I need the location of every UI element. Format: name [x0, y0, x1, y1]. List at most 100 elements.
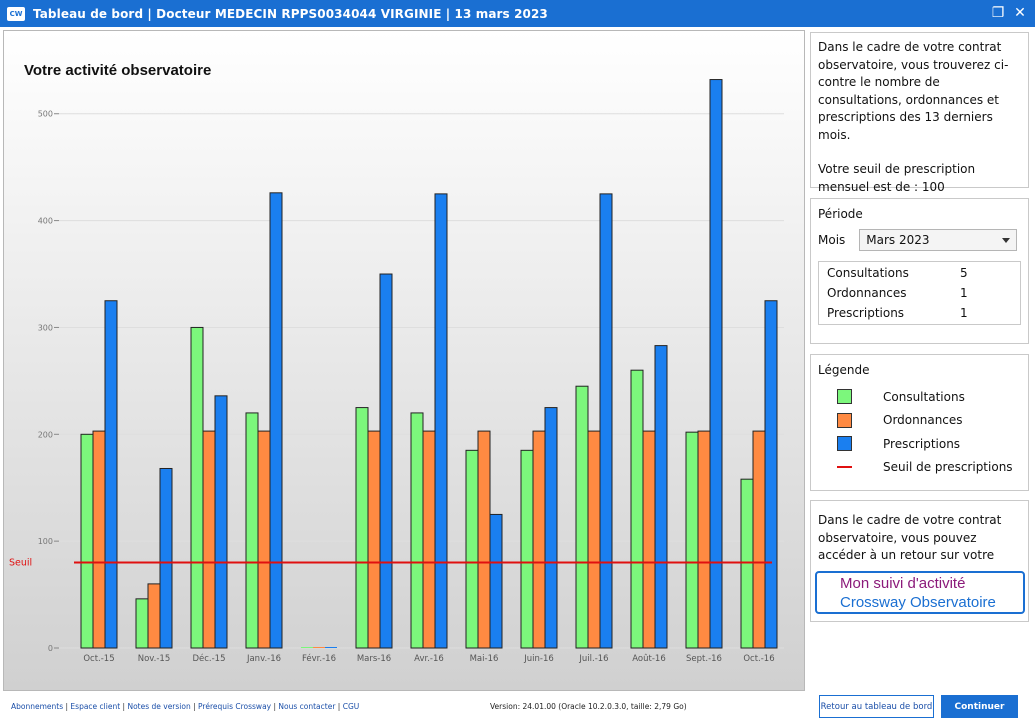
legend-box: Légende Consultations Ordonnances Prescr… — [810, 354, 1029, 491]
footer-separator: | — [190, 702, 199, 711]
app-logo: CW — [7, 6, 25, 21]
count-value: 1 — [960, 306, 968, 320]
bar-prescriptions — [214, 395, 228, 649]
bar-consultations — [740, 478, 754, 649]
window-title: Tableau de bord | Docteur MEDECIN RPPS00… — [33, 6, 548, 21]
x-tick-label: Mars-16 — [357, 654, 391, 664]
seuil-text: Votre seuil de prescription mensuel est … — [818, 162, 976, 194]
bar-ordonnances — [587, 430, 601, 649]
observatoire-link[interactable]: Mon suivi d'activité Crossway Observatoi… — [815, 571, 1025, 614]
footer-link-espace-client[interactable]: Espace client — [70, 702, 121, 711]
count-label: Prescriptions — [827, 306, 905, 320]
footer-separator: | — [120, 702, 128, 711]
legend-label: Consultations — [883, 389, 965, 404]
activity-chart: Votre activité observatoire 0 100 200 300 400… — [9, 62, 784, 664]
retour-tableau-button[interactable]: Retour au tableau de bord — [819, 695, 934, 718]
bar-consultations — [190, 326, 204, 649]
bar-prescriptions — [269, 192, 283, 649]
y-tick-label: 500 — [38, 110, 53, 119]
restore-icon[interactable]: ❐ — [991, 5, 1005, 21]
bar-consultations — [575, 385, 589, 649]
close-icon[interactable]: ✕ — [1014, 5, 1026, 21]
x-tick-label: Avr.-16 — [414, 654, 444, 664]
count-label: Ordonnances — [827, 286, 907, 300]
x-tick-label: Nov.-15 — [138, 654, 171, 664]
x-tick-label: Déc.-15 — [192, 653, 225, 664]
count-label: Consultations — [827, 266, 909, 280]
bar-prescriptions — [434, 193, 448, 649]
mois-select[interactable]: Mars 2023 — [859, 229, 1018, 251]
y-tick-label: 100 — [38, 537, 53, 546]
x-tick-label: Juil.-16 — [578, 654, 608, 664]
footer-link-cgu[interactable]: CGU — [342, 702, 360, 711]
x-tick-label: Mai-16 — [470, 654, 499, 664]
footer-separator: | — [271, 702, 279, 711]
bar-prescriptions — [709, 79, 723, 649]
legend-item-prescriptions: Prescriptions — [818, 432, 1021, 456]
period-title: Période — [818, 207, 863, 221]
count-value: 1 — [960, 286, 968, 300]
x-tick-label: Janv.-16 — [246, 654, 281, 664]
footer-link-notes-version[interactable]: Notes de version — [127, 702, 191, 711]
bar-ordonnances — [477, 430, 491, 649]
observatoire-link-line2: Crossway Observatoire — [840, 594, 996, 611]
bar-prescriptions — [544, 407, 558, 649]
x-tick-label: Oct.-16 — [743, 654, 774, 664]
bar-ordonnances — [92, 430, 106, 649]
mois-value: Mars 2023 — [866, 233, 930, 247]
y-tick-label: 200 — [38, 430, 53, 439]
legend-swatch — [837, 412, 852, 428]
bar-ordonnances — [313, 647, 325, 648]
bar-consultations — [245, 412, 259, 649]
bar-ordonnances — [532, 430, 546, 649]
footer-link-abonnements[interactable]: Abonnements — [11, 702, 64, 711]
bar-prescriptions — [325, 647, 337, 648]
bar-prescriptions — [379, 273, 393, 649]
bar-ordonnances — [147, 583, 161, 649]
bar-consultations — [355, 407, 369, 649]
continuer-button[interactable]: Continuer — [941, 695, 1018, 718]
observatoire-link-line1: Mon suivi d'activité — [840, 575, 966, 592]
count-row-consultations: Consultations 5 — [827, 263, 1012, 283]
count-value: 5 — [960, 266, 968, 280]
legend-title: Légende — [818, 363, 870, 377]
bar-ordonnances — [642, 430, 656, 649]
footer: Abonnements | Espace client | Notes de v… — [0, 693, 1035, 721]
count-row-prescriptions: Prescriptions 1 — [827, 303, 1012, 323]
y-tick-label: 0 — [48, 644, 53, 653]
info-box: Dans le cadre de votre contrat observato… — [810, 32, 1029, 194]
x-tick-label: Sept.-16 — [686, 654, 722, 664]
footer-link-prerequis[interactable]: Prérequis Crossway — [198, 702, 272, 711]
info-text: Dans le cadre de votre contrat observato… — [818, 40, 1009, 142]
counts-table: Consultations 5 Ordonnances 1 Prescripti… — [818, 261, 1021, 325]
seuil-label: Seuil — [9, 558, 32, 569]
bar-consultations — [630, 369, 644, 649]
bar-consultations — [301, 647, 313, 648]
chevron-down-icon — [1002, 237, 1011, 243]
bar-prescriptions — [104, 300, 118, 649]
legend-seuil-line — [837, 466, 852, 469]
footer-separator: | — [63, 702, 71, 711]
chart-panel: Votre activité observatoire 0 100 200 300 400… — [3, 30, 805, 691]
bar-consultations — [465, 449, 479, 649]
title-bar: CW Tableau de bord | Docteur MEDECIN RPP… — [0, 0, 1035, 27]
bar-consultations — [135, 598, 149, 649]
retour-box: Dans le cadre de votre contrat observato… — [810, 500, 1029, 622]
bar-consultations — [520, 449, 534, 649]
footer-link-contact[interactable]: Nous contacter — [278, 702, 336, 711]
y-tick-label: 300 — [38, 323, 53, 332]
legend-label: Prescriptions — [883, 436, 961, 451]
bar-ordonnances — [697, 430, 711, 649]
x-tick-label: Août-16 — [632, 654, 665, 664]
legend-item-ordonnances: Ordonnances — [818, 409, 1021, 433]
legend-item-consultations: Consultations — [818, 385, 1021, 409]
period-box: Période Mois Mars 2023 Consultations 5 O… — [810, 198, 1029, 344]
retour-text: Dans le cadre de votre contrat observato… — [818, 513, 1002, 562]
chart-title: Votre activité observatoire — [24, 62, 211, 79]
y-tick-label: 400 — [38, 217, 53, 226]
bar-prescriptions — [654, 345, 668, 649]
footer-links: Abonnements | Espace client | Notes de v… — [11, 702, 359, 711]
x-tick-label: Juin-16 — [523, 654, 554, 664]
count-row-ordonnances: Ordonnances 1 — [827, 283, 1012, 303]
bar-consultations — [410, 412, 424, 649]
